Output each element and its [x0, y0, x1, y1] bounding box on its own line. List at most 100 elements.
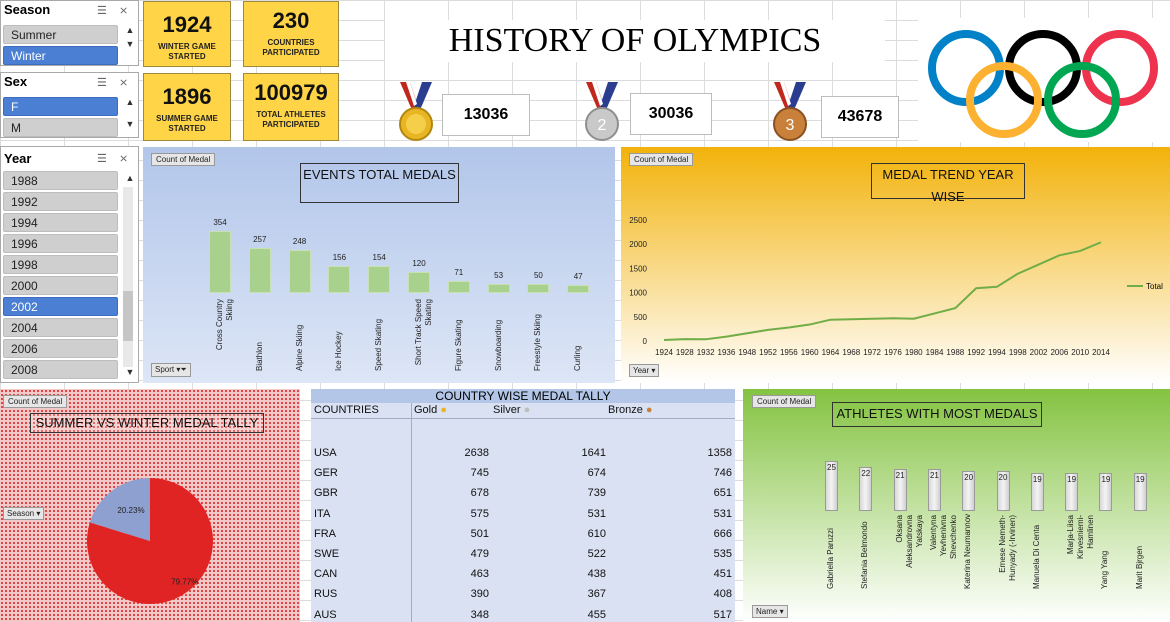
athlete-bar[interactable]: [893, 469, 907, 511]
year-slicer: Year ☰ ⨯ 1988 1992 1994 1996 1998 2000 2002 200…: [0, 146, 139, 383]
x-tick-label: 1968: [842, 348, 860, 357]
season-slicer-item[interactable]: Summer: [3, 25, 118, 44]
athlete-bar[interactable]: [962, 471, 976, 511]
athlete-bar[interactable]: [859, 467, 873, 511]
event-category-label: Speed Skating: [374, 318, 384, 371]
sex-slicer-item[interactable]: F: [3, 97, 118, 116]
table-cell: 739: [587, 487, 606, 500]
event-bar[interactable]: [447, 280, 470, 293]
athlete-name-label: Marit Bjrgen: [1134, 545, 1144, 589]
year-slicer-item[interactable]: 2002: [3, 297, 118, 316]
year-slicer-item[interactable]: 2008: [3, 360, 118, 379]
table-cell: 575: [470, 507, 489, 520]
athlete-bar[interactable]: [996, 471, 1010, 511]
athlete-bar[interactable]: [1099, 473, 1113, 511]
multi-select-icon[interactable]: ☰: [97, 5, 107, 17]
trend-chart-panel: Count of Medal MEDAL TREND YEAR WISE 0 50…: [621, 147, 1170, 383]
col-bronze: Bronze ●: [608, 404, 653, 416]
event-bar-value: 154: [372, 253, 386, 263]
table-cell: 517: [713, 608, 732, 621]
multi-select-icon[interactable]: ☰: [97, 77, 107, 89]
col-countries: COUNTRIES: [314, 404, 379, 416]
country-medal-table: COUNTRY WISE MEDAL TALLY COUNTRIES Gold …: [311, 389, 735, 622]
scrollbar-thumb[interactable]: [123, 291, 133, 341]
clear-filter-icon[interactable]: ⨯: [119, 153, 129, 165]
event-bar[interactable]: [209, 231, 231, 293]
athletes-tag: Count of Medal: [752, 395, 817, 408]
olympic-rings-logo: [918, 18, 1170, 142]
silver-medal-icon: 2: [585, 82, 619, 141]
athlete-bar[interactable]: [1133, 473, 1147, 511]
year-slicer-item[interactable]: 2000: [3, 276, 118, 295]
athlete-bar[interactable]: [927, 469, 941, 511]
event-bar[interactable]: [487, 283, 510, 293]
pie-slice-winter[interactable]: [89, 478, 150, 541]
x-tick-label: 1984: [926, 348, 944, 357]
scroll-down-icon[interactable]: ▼: [125, 367, 135, 377]
scrollbar-track[interactable]: [123, 187, 133, 367]
table-cell: 531: [713, 507, 732, 520]
year-slicer-item[interactable]: 1988: [3, 171, 118, 190]
year-filter-button[interactable]: Year ▾: [629, 364, 660, 377]
table-cell: 1641: [581, 447, 606, 459]
pie-value-label: 20.23%: [117, 506, 144, 515]
event-bar[interactable]: [408, 271, 430, 293]
scroll-up-icon[interactable]: ▲: [125, 173, 135, 183]
table-cell: 666: [713, 527, 732, 540]
y-tick-label: 1500: [629, 264, 647, 273]
event-bar[interactable]: [248, 247, 271, 293]
bronze-digit: 3: [786, 117, 795, 134]
event-bar[interactable]: [368, 266, 391, 293]
event-bar[interactable]: [567, 284, 590, 293]
event-bar[interactable]: [527, 284, 550, 293]
event-bar[interactable]: [288, 249, 311, 293]
athlete-bar-value: 20: [964, 473, 974, 482]
scroll-down-icon[interactable]: ▼: [125, 119, 135, 129]
athlete-bar-value: 20: [998, 473, 1008, 482]
athlete-name-label: Katerina Neumannov: [963, 513, 973, 589]
year-slicer-item[interactable]: 1994: [3, 213, 118, 232]
x-tick-label: 1988: [946, 348, 964, 357]
x-tick-label: 1964: [822, 348, 840, 357]
kpi-athletes: 100979 TOTAL ATHLETES PARTICIPATED: [243, 73, 339, 141]
year-slicer-item[interactable]: 1998: [3, 255, 118, 274]
sex-slicer-item[interactable]: M: [3, 118, 118, 137]
sport-filter-button[interactable]: Sport ▾⏷: [151, 363, 191, 377]
column-divider: [411, 403, 412, 622]
scroll-up-icon[interactable]: ▲: [125, 25, 135, 35]
event-bar-value: 354: [213, 218, 227, 227]
table-cell: 674: [587, 467, 606, 480]
x-tick-label: 1928: [676, 348, 694, 357]
event-bar-value: 156: [332, 252, 347, 262]
year-slicer-item[interactable]: 2004: [3, 318, 118, 337]
athlete-bar[interactable]: [1065, 473, 1079, 511]
season-filter-button[interactable]: Season ▾: [3, 507, 45, 520]
multi-select-icon[interactable]: ☰: [97, 153, 107, 165]
year-slicer-item[interactable]: 1992: [3, 192, 118, 211]
athlete-bar-value: 19: [1135, 475, 1145, 484]
event-bar[interactable]: [328, 265, 351, 293]
y-tick-label: 2500: [629, 216, 647, 225]
athlete-name-label: Gabriella Paruzzi: [826, 528, 835, 589]
clear-filter-icon[interactable]: ⨯: [119, 5, 129, 17]
season-slicer-item[interactable]: Winter: [3, 46, 118, 65]
scroll-up-icon[interactable]: ▲: [125, 97, 135, 107]
gold-medal-icon: [399, 82, 433, 141]
trend-tag: Count of Medal: [629, 153, 694, 166]
event-bar-value: 53: [494, 270, 504, 280]
athlete-bar[interactable]: [825, 461, 838, 511]
clear-filter-icon[interactable]: ⨯: [119, 77, 129, 89]
table-cell: 745: [470, 467, 489, 480]
year-slicer-item[interactable]: 2006: [3, 339, 118, 358]
event-bar-value: 50: [533, 271, 543, 281]
total-series-line[interactable]: [663, 241, 1102, 342]
athlete-bar-value: 22: [861, 469, 871, 478]
year-slicer-item[interactable]: 1996: [3, 234, 118, 253]
gold-medal-icon: ●: [440, 404, 447, 416]
bronze-medal-icon: 3: [773, 82, 807, 141]
event-bar-value: 257: [253, 234, 267, 244]
athlete-bar[interactable]: [1030, 473, 1044, 511]
name-filter-button[interactable]: Name ▾: [752, 605, 788, 618]
scroll-down-icon[interactable]: ▼: [125, 39, 135, 49]
